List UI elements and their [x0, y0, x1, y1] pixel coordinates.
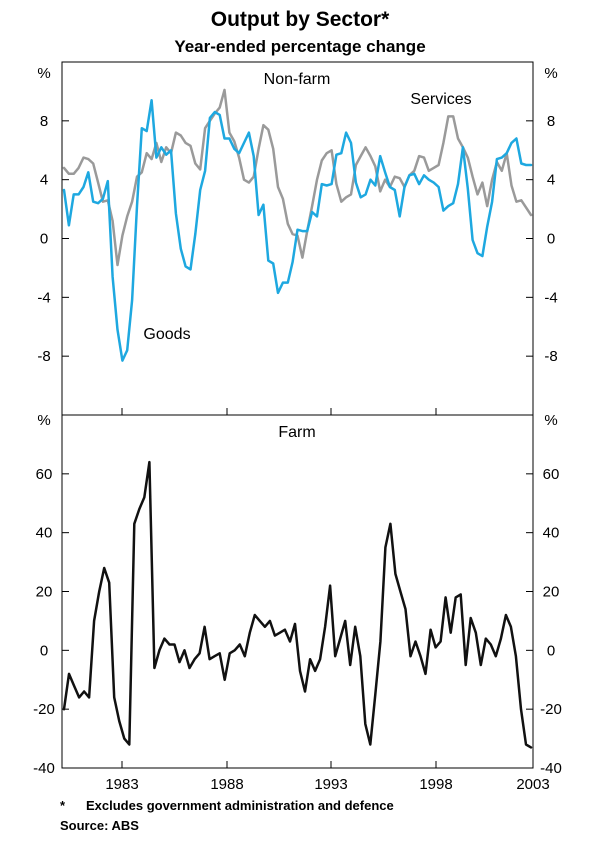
y-tick-label-left: -4	[37, 289, 50, 306]
source-note: Source: ABS	[60, 818, 139, 833]
unit-label-left-bottom: %	[37, 412, 50, 429]
y-tick-label-left: 60	[36, 466, 53, 483]
series-line-goods	[62, 98, 533, 362]
y-tick-label-right: 60	[543, 466, 560, 483]
x-tick-label: 1993	[314, 776, 347, 793]
y-tick-label-left: 0	[40, 231, 48, 248]
y-tick-label-left: 20	[36, 584, 53, 601]
y-tick-label-left: 0	[40, 642, 48, 659]
y-tick-label-right: 8	[547, 113, 555, 130]
footnote-text: Excludes government administration and d…	[86, 798, 394, 813]
unit-label-right-bottom: %	[544, 412, 557, 429]
y-tick-label-left: 40	[36, 525, 53, 542]
x-tick-label: 2003	[516, 776, 549, 793]
panel-title-nonfarm: Non-farm	[264, 71, 331, 88]
series-line-services	[62, 88, 533, 267]
y-tick-label-left: -8	[37, 348, 50, 365]
y-tick-label-right: 40	[543, 525, 560, 542]
x-tick-label: 1998	[419, 776, 452, 793]
y-tick-label-right: 0	[547, 231, 555, 248]
y-tick-label-right: 20	[543, 584, 560, 601]
y-tick-label-left: -40	[33, 760, 55, 777]
panel-title-farm: Farm	[278, 424, 315, 441]
x-tick-label: 1983	[105, 776, 138, 793]
unit-label-right-top: %	[544, 65, 557, 82]
y-tick-label-right: 4	[547, 172, 555, 189]
unit-label-left-top: %	[37, 65, 50, 82]
chart-title: Output by Sector*	[211, 8, 390, 31]
y-tick-label-left: 8	[40, 113, 48, 130]
series-line-farm	[62, 460, 533, 749]
y-tick-label-right: -4	[544, 289, 557, 306]
y-tick-label-right: -20	[540, 701, 562, 718]
chart-subtitle: Year-ended percentage change	[174, 37, 425, 56]
y-tick-label-left: 4	[40, 172, 48, 189]
y-tick-label-right: -40	[540, 760, 562, 777]
annotation-goods: Goods	[143, 326, 190, 343]
y-tick-label-right: -8	[544, 348, 557, 365]
y-tick-label-right: 0	[547, 642, 555, 659]
annotation-services: Services	[410, 91, 471, 108]
x-tick-label: 1988	[210, 776, 243, 793]
series-layer	[62, 88, 533, 749]
footnote-marker: *	[60, 798, 66, 813]
y-tick-label-left: -20	[33, 701, 55, 718]
